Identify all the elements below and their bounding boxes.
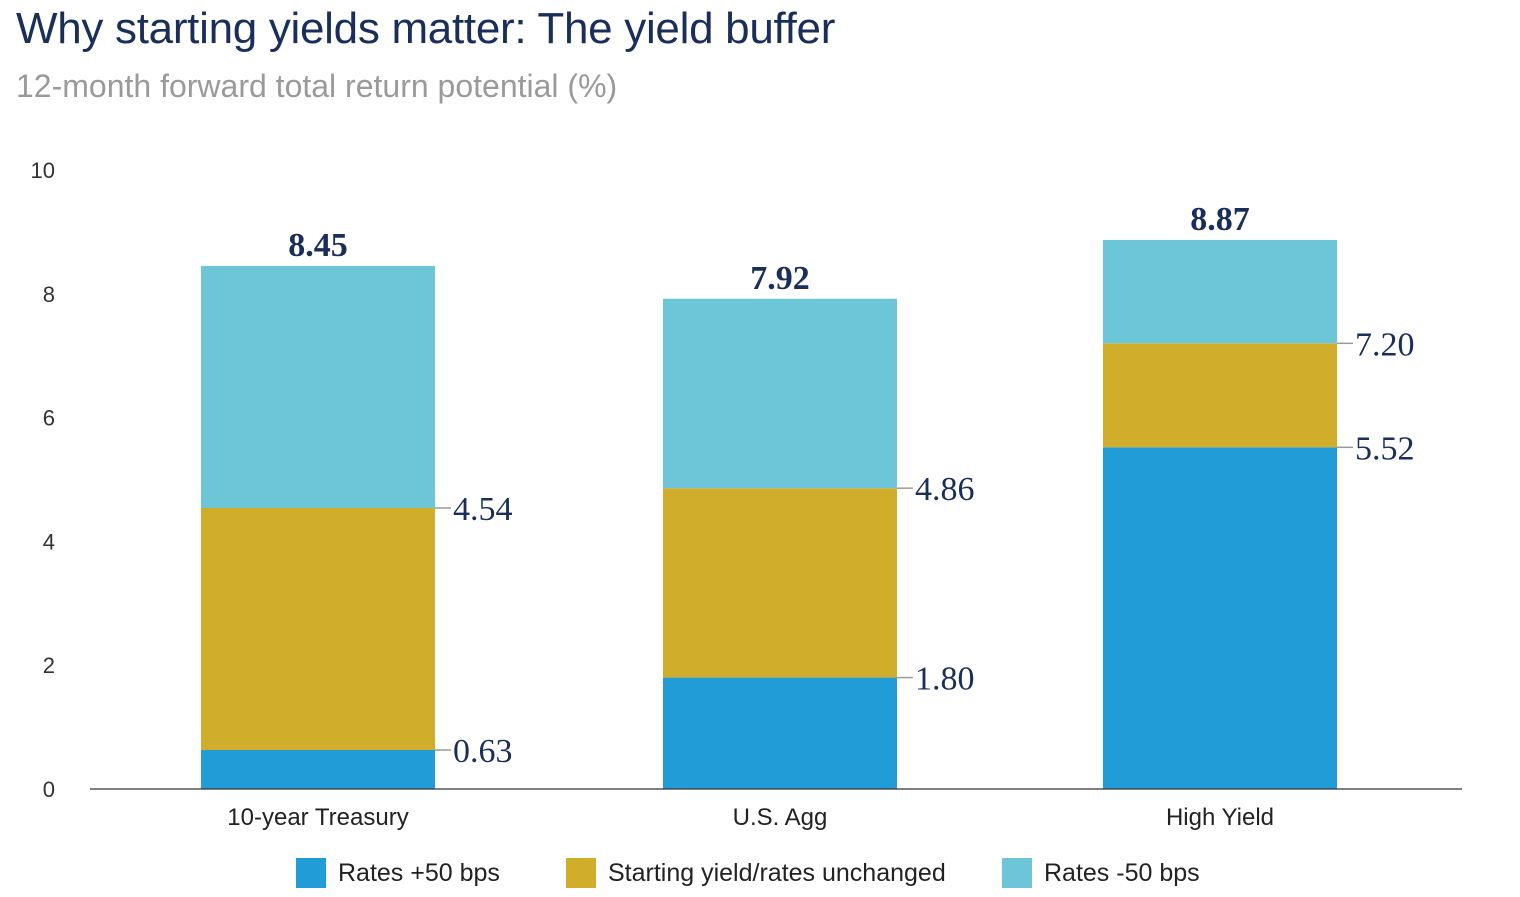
- legend-swatch-rates-down: [1002, 858, 1032, 888]
- chart-legend: Rates +50 bps Starting yield/rates uncha…: [0, 855, 1520, 891]
- y-tick-label: 0: [43, 777, 55, 802]
- y-tick-label: 6: [43, 406, 55, 431]
- segment-value-label: 5.52: [1355, 430, 1415, 467]
- segment-value-label: 4.86: [915, 471, 975, 508]
- legend-label-rates-up: Rates +50 bps: [338, 858, 500, 887]
- x-category-label: High Yield: [1166, 804, 1274, 831]
- segment-value-label: 7.20: [1355, 326, 1415, 363]
- y-tick-label: 4: [43, 529, 55, 554]
- x-category-label: U.S. Agg: [733, 804, 828, 831]
- legend-label-rates-down: Rates -50 bps: [1044, 858, 1200, 887]
- y-tick-label: 8: [43, 282, 55, 307]
- segment-value-label: 4.54: [453, 491, 513, 528]
- legend-swatch-unchanged: [566, 858, 596, 888]
- bar-segment-rates-down: [1103, 239, 1337, 344]
- total-value-label: 7.92: [750, 260, 810, 297]
- bar-segment-rates-up: [1103, 447, 1337, 789]
- legend-swatch-rates-up: [296, 858, 326, 888]
- x-category-label: 10-year Treasury: [227, 804, 408, 831]
- bar-segment-unchanged: [1103, 343, 1337, 448]
- chart-subtitle: 12-month forward total return potential …: [16, 68, 618, 104]
- segment-value-label: 1.80: [915, 661, 975, 698]
- bar-segment-rates-down: [663, 298, 897, 489]
- total-value-label: 8.45: [288, 227, 348, 264]
- bar-segment-rates-up: [201, 750, 435, 789]
- bar-segment-rates-down: [201, 265, 435, 508]
- y-tick-label: 2: [43, 653, 55, 678]
- legend-item-unchanged: Starting yield/rates unchanged: [566, 855, 946, 891]
- chart-title: Why starting yields matter: The yield bu…: [16, 4, 836, 53]
- bar-segment-unchanged: [663, 488, 897, 678]
- stacked-bar-chart: 0 2 4 6 8 10 0.63 4.54 8.45 10-year Treasury 1.80 4…: [31, 158, 1462, 831]
- total-value-label: 8.87: [1190, 201, 1250, 238]
- bar-segment-rates-up: [663, 677, 897, 789]
- y-tick-label: 10: [31, 158, 55, 183]
- legend-item-rates-down: Rates -50 bps: [1002, 855, 1200, 891]
- bar-segment-unchanged: [201, 507, 435, 751]
- legend-label-unchanged: Starting yield/rates unchanged: [608, 858, 946, 887]
- legend-item-rates-up: Rates +50 bps: [296, 855, 500, 891]
- segment-value-label: 0.63: [453, 733, 513, 770]
